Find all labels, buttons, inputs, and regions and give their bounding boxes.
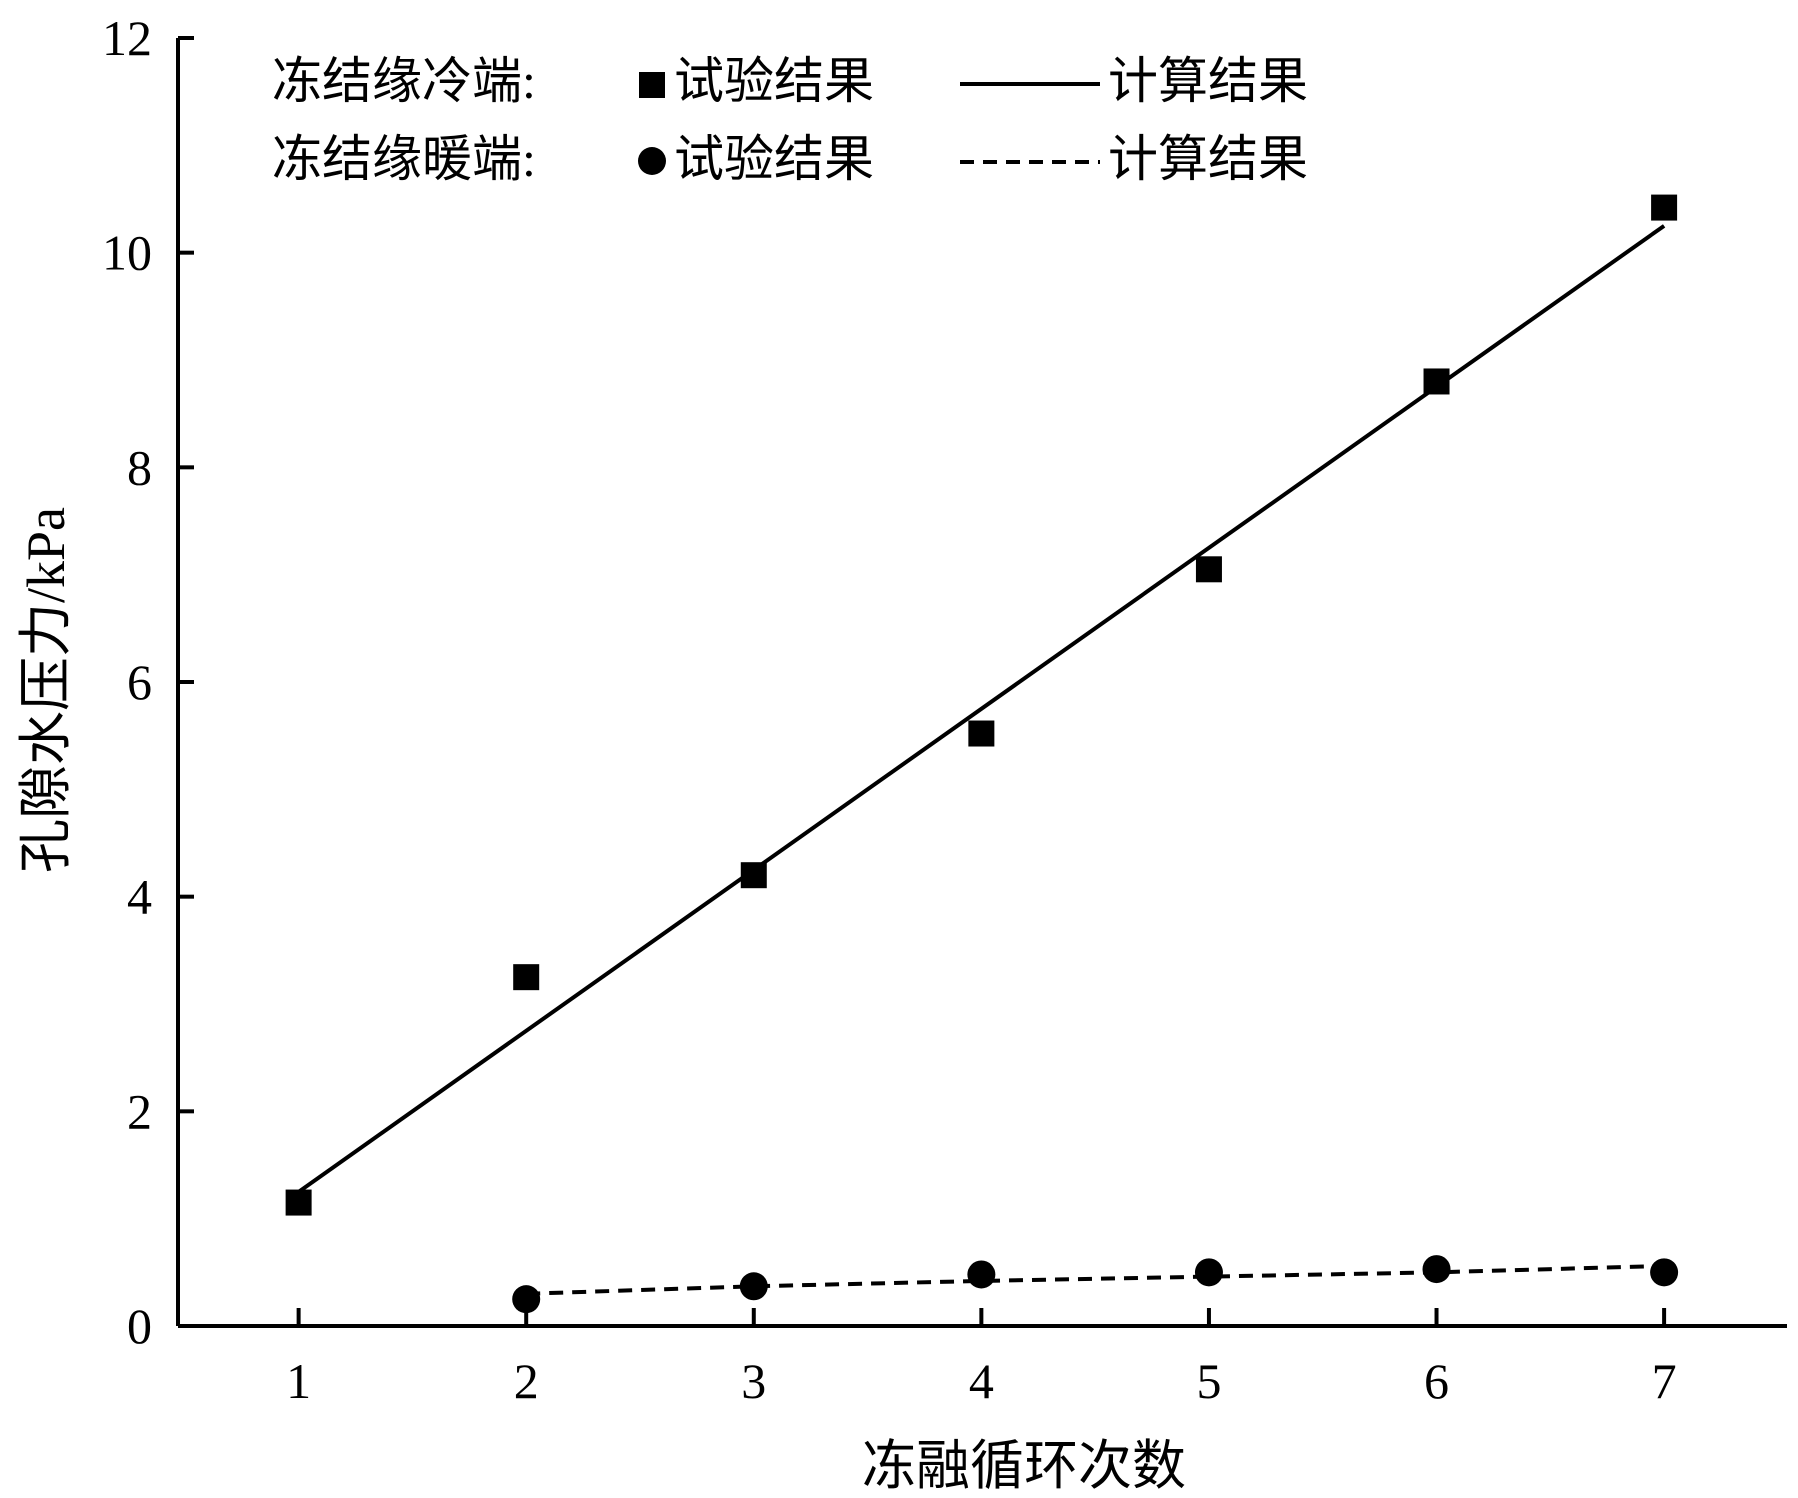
y-axis-title: 孔隙水压力/kPa [16,507,76,873]
data-point-square [1651,194,1678,221]
data-point-circle [512,1285,541,1314]
legend: 冻结缘冷端: 试验结果 计算结果 冻结缘暖端: 试验结果 计算结果 [272,53,1308,187]
data-point-circle [1422,1255,1451,1284]
chart-marks [285,194,1679,1314]
legend-row-2-group-label: 冻结缘暖端: [272,131,536,187]
data-point-circle [967,1260,996,1289]
legend-row-2-marker-label: 试验结果 [674,131,874,187]
calc-line-cold-end [297,224,1666,1194]
legend-row-1-marker-label: 试验结果 [674,53,874,109]
y-tick-label: 0 [127,1298,152,1354]
data-point-circle [739,1272,768,1301]
calc-line-warm-end [526,1263,1665,1296]
y-tick-label: 8 [127,439,152,495]
data-point-square [968,720,995,747]
x-tick-label: 3 [741,1353,766,1409]
legend-row-2-line-label: 计算结果 [1108,131,1308,187]
y-tick-label: 6 [127,654,152,710]
x-tick-label: 5 [1196,1353,1221,1409]
y-tick-label: 2 [127,1083,152,1139]
legend-square-marker [639,72,665,98]
legend-row-1-line-label: 计算结果 [1108,53,1308,109]
legend-row-1-group-label: 冻结缘冷端: [272,53,536,109]
x-tick-label: 7 [1652,1353,1677,1409]
x-tick-label: 2 [514,1353,539,1409]
data-point-square [1195,556,1222,583]
data-point-square [513,964,540,991]
y-tick-label: 10 [102,225,152,281]
legend-circle-marker [638,147,666,175]
x-tick-label: 4 [969,1353,994,1409]
y-tick-label: 12 [102,10,152,66]
data-point-circle [1194,1258,1223,1287]
data-point-circle [1650,1258,1679,1287]
x-tick-label: 6 [1424,1353,1449,1409]
data-point-square [285,1189,312,1216]
x-axis-title: 冻融循环次数 [862,1436,1186,1496]
x-tick-label: 1 [286,1353,311,1409]
y-tick-label: 4 [127,869,152,925]
